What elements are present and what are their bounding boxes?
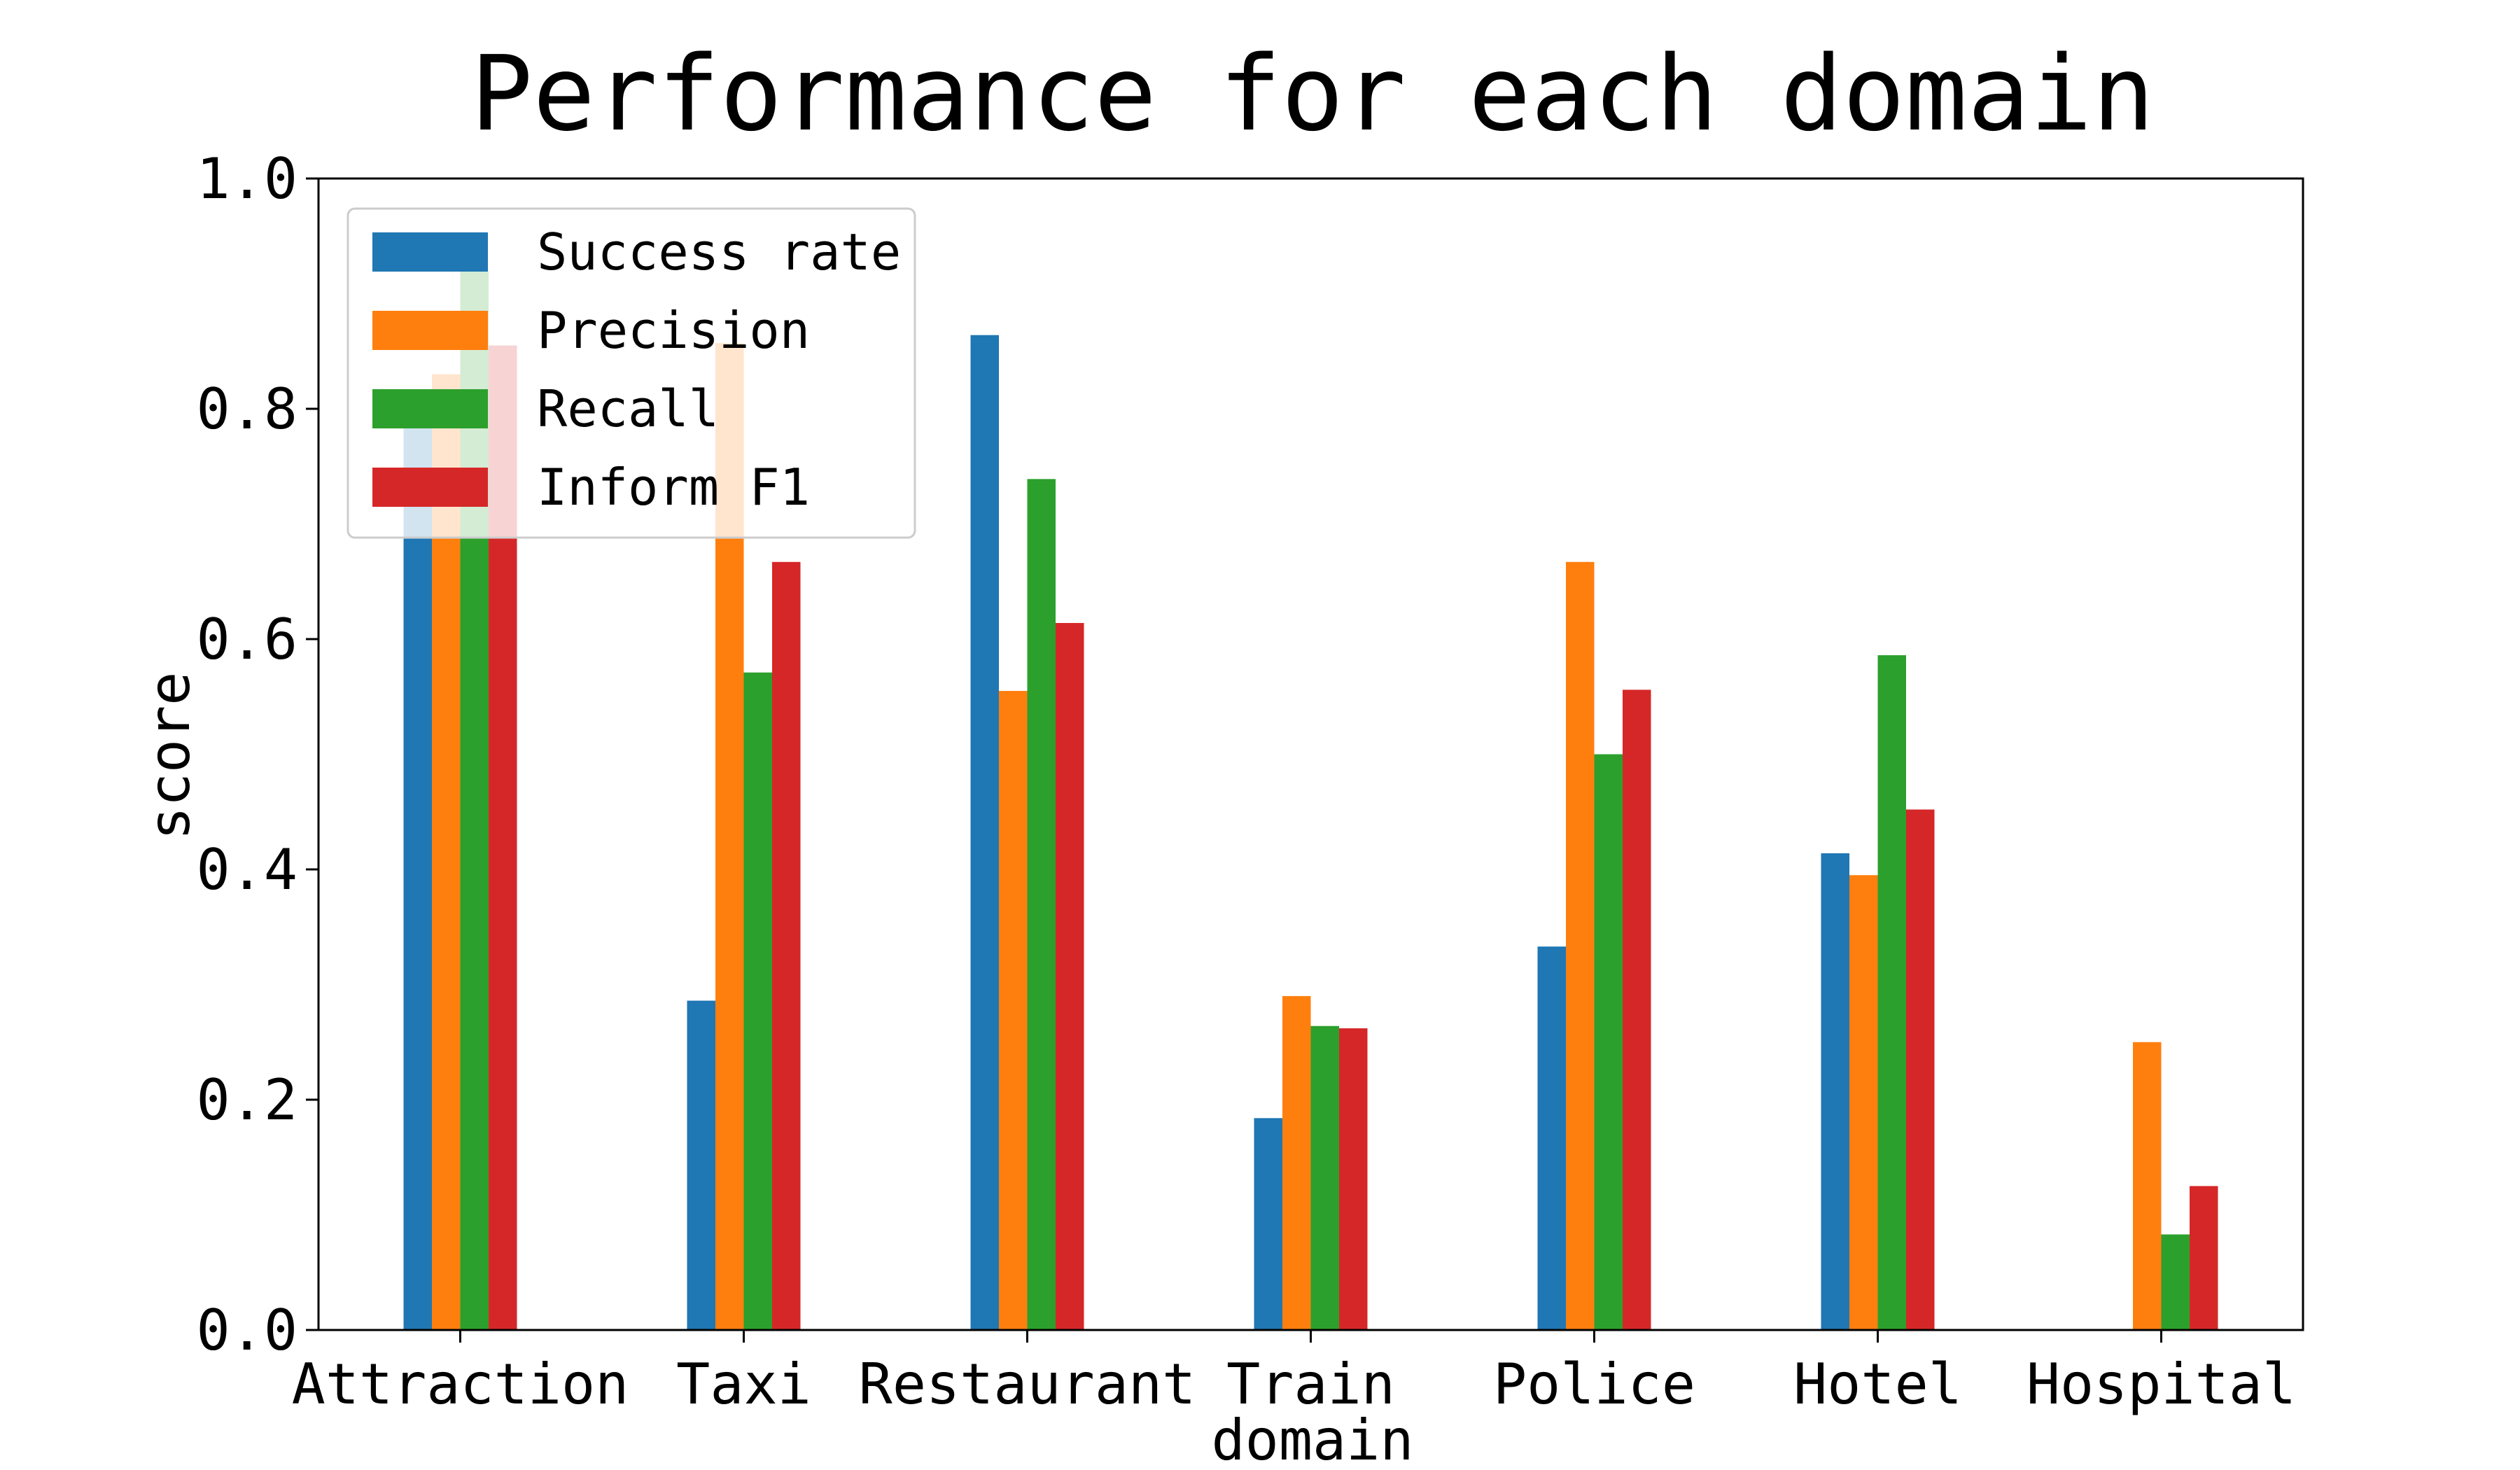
bar-taxi-success-rate [687,1000,715,1330]
x-tick-label-police: Police [1493,1352,1695,1417]
x-tick-label-hotel: Hotel [1793,1352,1962,1417]
y-tick-label: 0.8 [197,377,298,442]
chart-title: Performance for each domain [470,34,2155,154]
bar-restaurant-success-rate [970,335,999,1331]
x-tick-label-restaurant: Restaurant [859,1352,1196,1417]
bar-hotel-inform-f1 [1906,809,1935,1330]
x-tick-label-attraction: Attraction [292,1352,629,1417]
bar-restaurant-precision [999,691,1028,1330]
bar-hotel-recall [1877,655,1906,1330]
bar-hospital-precision [2133,1042,2162,1330]
legend-swatch-recall [372,389,488,428]
y-ticks-group: 0.0 0.2 0.4 0.6 0.8 1.0 [197,146,318,1363]
legend-box [346,207,916,539]
legend-swatch-precision [372,311,488,350]
y-tick-label: 1.0 [197,146,298,211]
bar-train-inform-f1 [1339,1028,1368,1330]
bar-train-recall [1310,1026,1339,1330]
legend-label-recall: Recall [537,379,719,438]
bar-restaurant-inform-f1 [1056,622,1084,1330]
legend-swatch-success-rate [372,232,488,272]
y-tick-label: 0.4 [197,837,298,902]
bar-police-recall [1594,754,1623,1330]
legend-swatch-inform-f1 [372,468,488,507]
bar-train-success-rate [1254,1118,1282,1330]
bar-police-success-rate [1537,946,1566,1330]
legend-label-inform-f1: Inform F1 [537,458,810,517]
bar-police-inform-f1 [1623,690,1651,1330]
bar-hospital-recall [2161,1234,2190,1330]
bar-police-precision [1566,561,1595,1331]
bar-attraction-success-rate [403,409,432,1330]
bar-hotel-success-rate [1821,853,1849,1330]
x-ticks-group: Attraction Taxi Restaurant Train Police Hotel… [292,1330,2296,1417]
x-axis-label: domain [1212,1408,1414,1470]
legend-label-success-rate: Success rate [537,223,901,281]
legend-label-precision: Precision [537,301,810,360]
y-tick-label: 0.0 [197,1298,298,1363]
bar-train-precision [1282,995,1311,1330]
bar-taxi-recall [743,672,772,1330]
y-tick-label: 0.2 [197,1068,298,1133]
x-tick-label-train: Train [1226,1352,1395,1417]
bar-restaurant-recall [1027,479,1056,1330]
y-tick-label: 0.6 [197,607,298,672]
x-tick-label-taxi: Taxi [676,1352,811,1417]
legend: Success rate Precision Recall Inform F1 [346,207,916,539]
bar-taxi-inform-f1 [772,561,801,1331]
bar-hospital-inform-f1 [2190,1186,2218,1330]
bar-hotel-precision [1849,875,1878,1330]
y-axis-label: score [137,672,202,841]
x-tick-label-hospital: Hospital [2026,1352,2296,1417]
